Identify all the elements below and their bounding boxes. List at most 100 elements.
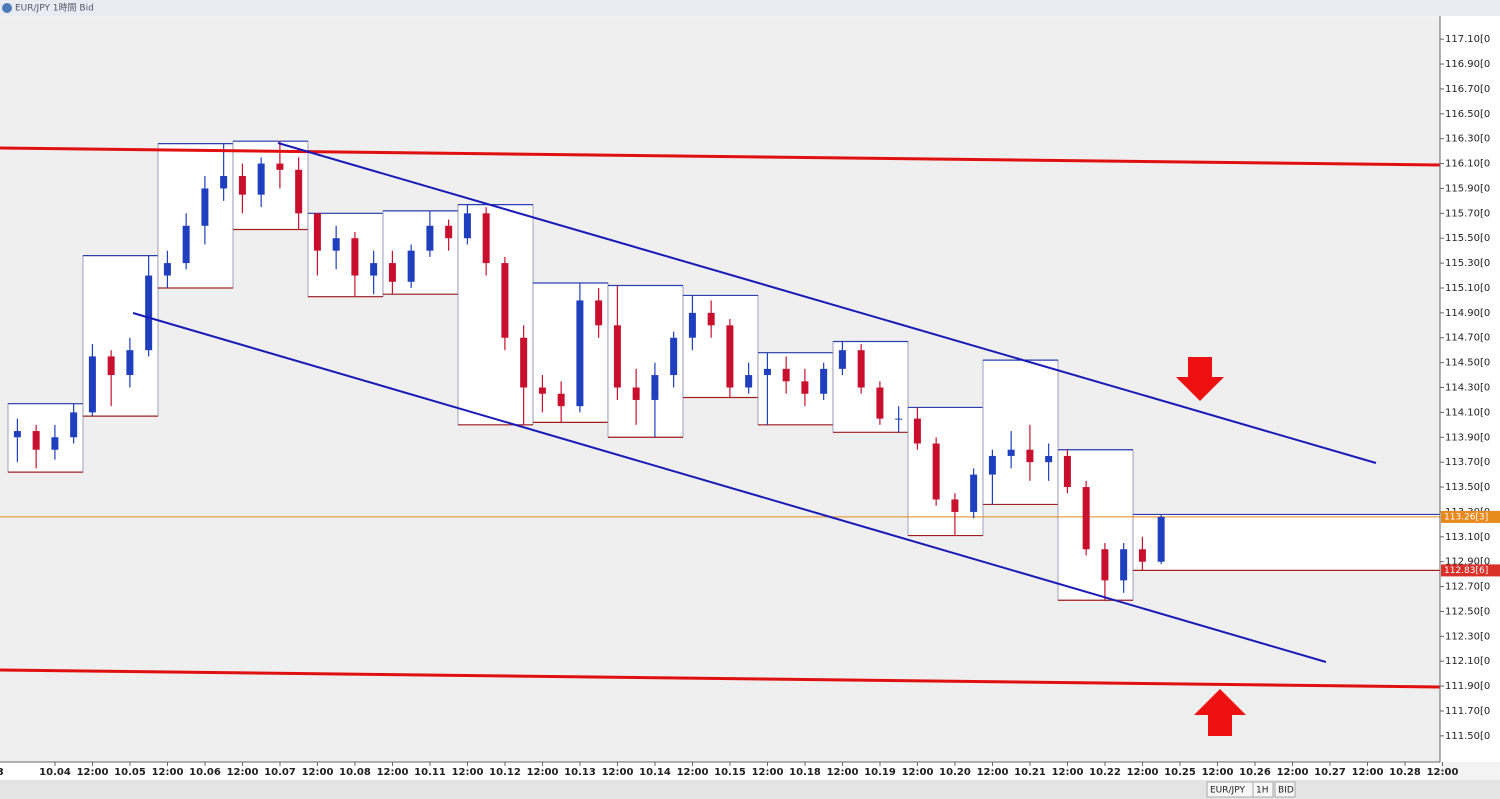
candle-body xyxy=(632,387,640,400)
x-tick-label: 10.27 xyxy=(1314,767,1346,778)
candle-body xyxy=(351,238,359,276)
candle-body xyxy=(276,163,284,170)
candle-body xyxy=(88,356,96,413)
y-tick-label: 112.30[0 xyxy=(1445,631,1490,642)
price-marker-label: 112.83[6] xyxy=(1444,566,1488,576)
price-marker xyxy=(1441,564,1500,577)
y-tick-label: 115.70[0 xyxy=(1445,208,1490,219)
candle-body xyxy=(801,381,809,394)
candle-body xyxy=(651,375,659,400)
candle-body xyxy=(1138,549,1146,562)
y-tick-label: 113.70[0 xyxy=(1445,457,1490,468)
price-marker xyxy=(1441,510,1500,523)
title-bar xyxy=(0,0,1500,16)
x-tick-label: 12:00 xyxy=(1427,767,1459,778)
channel-lower xyxy=(132,312,1327,663)
x-tick-label: 10.08 xyxy=(339,767,371,778)
x-tick-label: 12:00 xyxy=(752,767,784,778)
y-tick-label: 116.90[0 xyxy=(1445,59,1490,70)
toolbar-dropdown[interactable] xyxy=(1252,781,1274,798)
x-tick-label: 12:00 xyxy=(377,767,409,778)
up-arrow xyxy=(1194,689,1246,736)
candle-body xyxy=(763,368,771,376)
candle-body xyxy=(32,431,40,450)
candle-body xyxy=(932,443,940,500)
y-tick-label: 115.10[0 xyxy=(1445,283,1490,294)
y-tick-label: 111.50[0 xyxy=(1445,731,1490,742)
x-tick-label: 10.11 xyxy=(414,767,446,778)
candle-body xyxy=(1082,487,1090,550)
candle-body xyxy=(951,499,959,512)
candle-body xyxy=(688,312,696,338)
y-tick-label: 116.70[0 xyxy=(1445,84,1490,95)
y-tick-label: 112.70[0 xyxy=(1445,582,1490,593)
x-tick-label: 10.14 xyxy=(639,767,671,778)
candle-body xyxy=(1120,549,1128,581)
x-tick-label: 12:00 xyxy=(527,767,559,778)
y-tick-label: 114.50[0 xyxy=(1445,358,1490,369)
candle-body xyxy=(707,312,715,326)
candle-body xyxy=(913,418,921,444)
y-tick-label: 115.30[0 xyxy=(1445,258,1490,269)
y-tick-label: 113.50[0 xyxy=(1445,482,1490,493)
candle-body xyxy=(595,300,603,326)
x-tick-label: 12:00 xyxy=(1352,767,1384,778)
x-tick-label: 12:00 xyxy=(77,767,109,778)
day-range-box xyxy=(1132,514,1441,571)
y-tick-label: 113.10[0 xyxy=(1445,532,1490,543)
candle-body xyxy=(1007,449,1015,456)
candle-body xyxy=(1063,455,1071,488)
y-tick-label: 113.90[0 xyxy=(1445,432,1490,443)
toolbar-label[interactable]: EUR/JPY xyxy=(1210,786,1245,796)
toolbar-label[interactable]: BID xyxy=(1278,786,1294,796)
x-tick-label: 12:00 xyxy=(1277,767,1309,778)
candle-body xyxy=(388,263,396,282)
app-icon xyxy=(2,3,12,13)
x-tick-label: 10.19 xyxy=(864,767,896,778)
candle-body xyxy=(220,176,228,189)
chart-title: EUR/JPY 1時間 Bid xyxy=(15,3,94,14)
x-tick-label: 12:00 xyxy=(452,767,484,778)
x-tick-label: 12:00 xyxy=(1127,767,1159,778)
toolbar-label[interactable]: 1H xyxy=(1256,786,1269,796)
x-tick-label: 10.18 xyxy=(789,767,821,778)
candle-body xyxy=(670,337,678,376)
x-tick-label: 10.03 xyxy=(0,767,4,778)
x-tick-label: 10.12 xyxy=(489,767,521,778)
candle-body xyxy=(520,337,528,388)
toolbar-dropdown[interactable] xyxy=(1274,781,1296,798)
x-tick-label: 12:00 xyxy=(677,767,709,778)
candle-body xyxy=(313,213,321,251)
x-tick-label: 10.21 xyxy=(1014,767,1046,778)
candle-body xyxy=(970,474,978,512)
candle-body xyxy=(726,325,734,388)
x-tick-label: 10.04 xyxy=(39,767,71,778)
price-marker-label: 113.26[3] xyxy=(1444,512,1488,522)
candle-body xyxy=(107,356,115,376)
candle-body xyxy=(13,431,21,438)
x-tick-label: 12:00 xyxy=(227,767,259,778)
candle-body xyxy=(482,213,490,264)
down-arrow xyxy=(1176,357,1224,401)
candle-body xyxy=(257,163,265,195)
y-tick-label: 116.50[0 xyxy=(1445,109,1490,120)
candle-body xyxy=(895,418,903,420)
x-tick-label: 10.05 xyxy=(114,767,146,778)
candle-body xyxy=(838,350,846,369)
candle-body xyxy=(876,387,884,419)
candle-body xyxy=(988,455,996,475)
x-tick-label: 10.26 xyxy=(1239,767,1271,778)
x-tick-label: 12:00 xyxy=(602,767,634,778)
y-tick-label: 116.10[0 xyxy=(1445,159,1490,170)
x-tick-label: 10.06 xyxy=(189,767,221,778)
x-tick-label: 12:00 xyxy=(1202,767,1234,778)
support-line xyxy=(0,668,1441,689)
candle-body xyxy=(1157,516,1165,562)
y-tick-label: 115.90[0 xyxy=(1445,183,1490,194)
candle-body xyxy=(70,412,78,438)
candle-body xyxy=(238,176,246,195)
y-tick-label: 111.70[0 xyxy=(1445,706,1490,717)
x-tick-label: 12:00 xyxy=(902,767,934,778)
